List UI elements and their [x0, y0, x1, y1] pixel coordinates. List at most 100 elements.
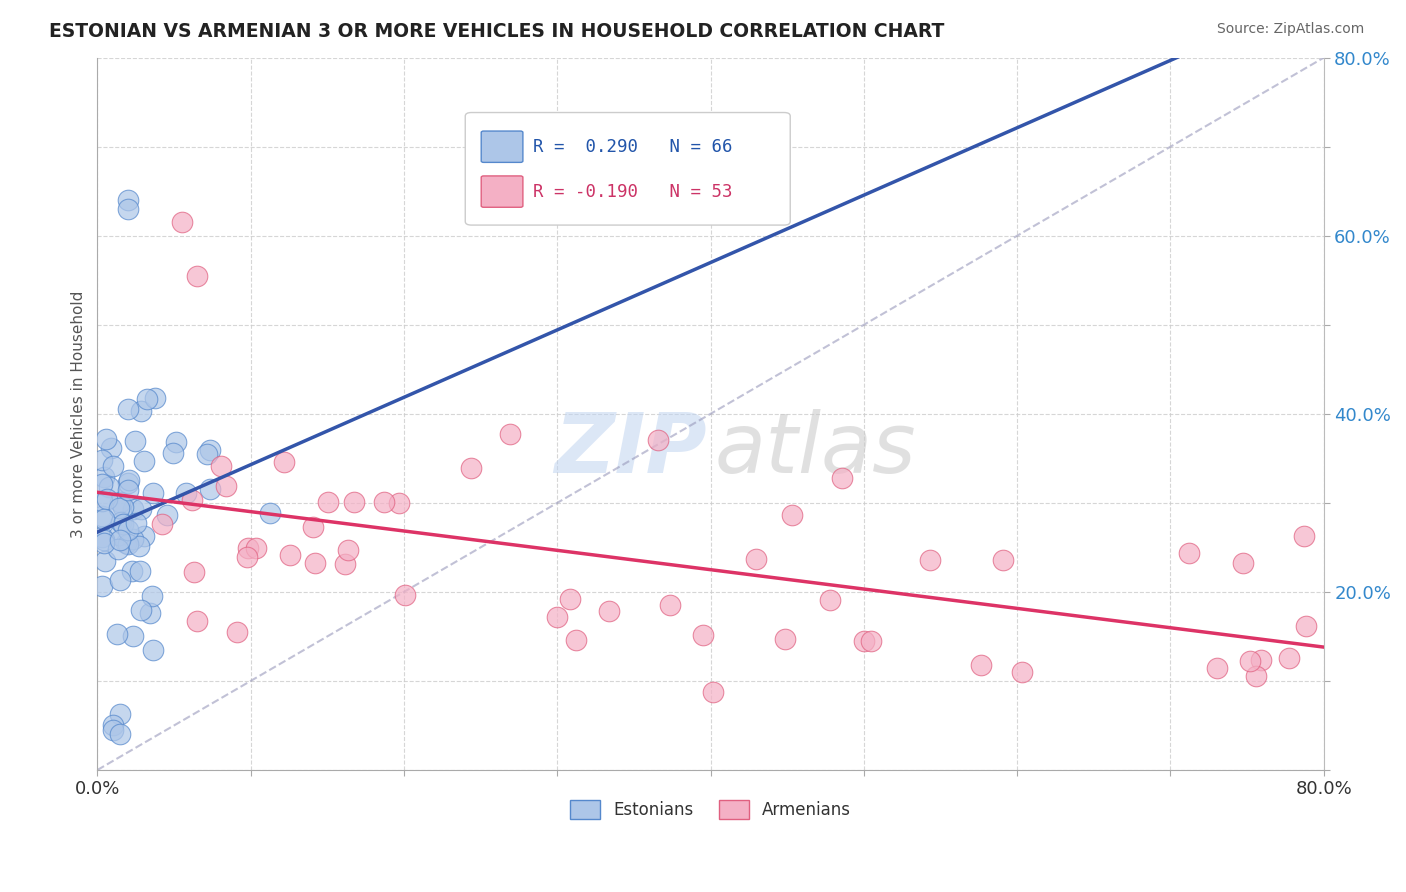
- Point: [129, 564, 152, 578]
- Point: [174, 486, 197, 500]
- Point: [139, 606, 162, 620]
- Text: Source: ZipAtlas.com: Source: ZipAtlas.com: [1216, 22, 1364, 37]
- Point: [186, 615, 208, 629]
- Point: [1295, 619, 1317, 633]
- Point: [93, 512, 115, 526]
- Point: [782, 508, 804, 522]
- Point: [117, 401, 139, 416]
- Point: [236, 550, 259, 565]
- Point: [1232, 556, 1254, 570]
- Point: [373, 495, 395, 509]
- Point: [316, 495, 339, 509]
- Point: [128, 539, 150, 553]
- Point: [558, 592, 581, 607]
- FancyBboxPatch shape: [481, 131, 523, 162]
- Point: [1239, 654, 1261, 668]
- Point: [820, 592, 842, 607]
- Point: [107, 527, 129, 541]
- Point: [165, 434, 187, 449]
- Point: [101, 718, 124, 732]
- Text: ESTONIAN VS ARMENIAN 3 OR MORE VEHICLES IN HOUSEHOLD CORRELATION CHART: ESTONIAN VS ARMENIAN 3 OR MORE VEHICLES …: [49, 22, 945, 41]
- Point: [1178, 546, 1201, 560]
- Point: [117, 483, 139, 497]
- Point: [91, 579, 114, 593]
- Point: [98, 480, 121, 494]
- Point: [93, 533, 115, 548]
- Point: [93, 470, 115, 484]
- Point: [124, 516, 146, 531]
- Point: [110, 573, 132, 587]
- Point: [100, 441, 122, 455]
- Point: [94, 432, 117, 446]
- Point: [91, 494, 114, 508]
- Point: [110, 706, 132, 721]
- Point: [124, 434, 146, 448]
- Point: [91, 508, 114, 523]
- Point: [114, 536, 136, 550]
- Point: [1278, 651, 1301, 665]
- Point: [107, 500, 129, 515]
- Point: [499, 427, 522, 442]
- Point: [101, 458, 124, 473]
- Point: [301, 520, 323, 534]
- Point: [110, 727, 132, 741]
- Point: [236, 541, 259, 556]
- Point: [744, 551, 766, 566]
- Point: [129, 404, 152, 418]
- Point: [162, 446, 184, 460]
- Point: [852, 633, 875, 648]
- Text: atlas: atlas: [714, 409, 915, 490]
- Point: [132, 454, 155, 468]
- Point: [394, 589, 416, 603]
- Point: [122, 501, 145, 516]
- Point: [337, 542, 360, 557]
- Point: [860, 634, 883, 648]
- Point: [565, 632, 588, 647]
- Point: [122, 532, 145, 546]
- Point: [831, 471, 853, 485]
- Point: [132, 529, 155, 543]
- Point: [245, 541, 267, 555]
- Point: [969, 657, 991, 672]
- Point: [278, 548, 301, 562]
- Point: [156, 508, 179, 522]
- Point: [94, 554, 117, 568]
- Text: R =  0.290   N = 66: R = 0.290 N = 66: [533, 137, 733, 156]
- Point: [598, 604, 620, 618]
- Point: [131, 502, 153, 516]
- Point: [273, 455, 295, 469]
- Point: [117, 193, 139, 207]
- Point: [122, 629, 145, 643]
- Point: [1206, 660, 1229, 674]
- Legend: Estonians, Armenians: Estonians, Armenians: [564, 793, 858, 826]
- Point: [107, 541, 129, 556]
- Point: [135, 392, 157, 406]
- Point: [259, 507, 281, 521]
- Point: [198, 442, 221, 457]
- Point: [91, 453, 114, 467]
- Point: [304, 556, 326, 570]
- Point: [117, 537, 139, 551]
- Point: [110, 533, 132, 547]
- Point: [117, 475, 139, 490]
- Point: [110, 515, 132, 529]
- Point: [773, 632, 796, 646]
- Point: [105, 627, 128, 641]
- Point: [460, 461, 482, 475]
- Point: [111, 517, 134, 532]
- Point: [143, 391, 166, 405]
- Point: [1246, 669, 1268, 683]
- Point: [150, 516, 173, 531]
- Point: [117, 202, 139, 216]
- Point: [1011, 665, 1033, 679]
- Point: [692, 628, 714, 642]
- Point: [170, 215, 193, 229]
- Point: [225, 625, 247, 640]
- Point: [93, 535, 115, 549]
- Point: [142, 486, 165, 500]
- Point: [111, 500, 134, 514]
- Point: [546, 610, 568, 624]
- Point: [647, 433, 669, 447]
- Point: [181, 493, 204, 508]
- Point: [1292, 529, 1315, 543]
